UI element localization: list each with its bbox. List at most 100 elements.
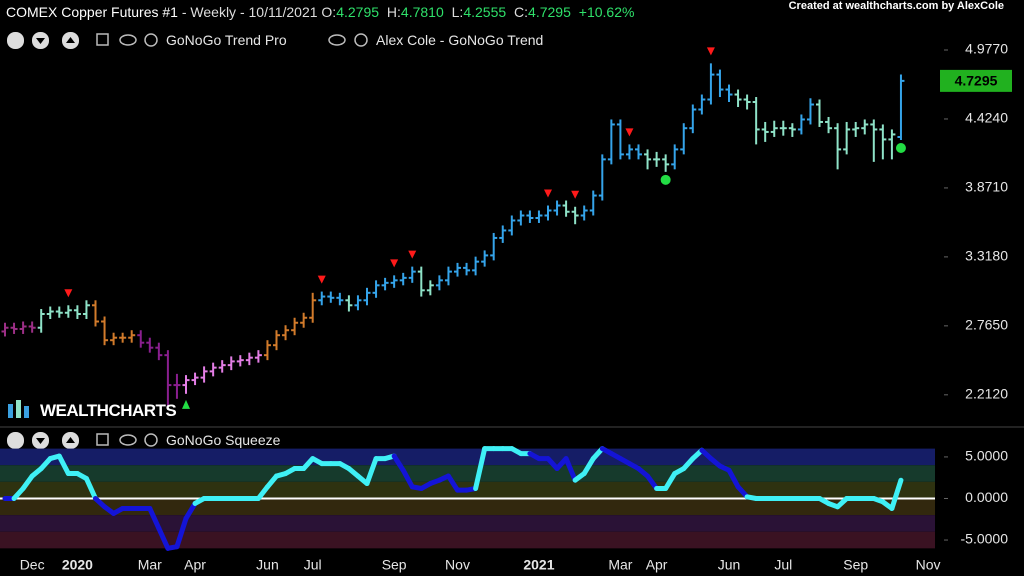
ohlc-bar — [834, 123, 842, 170]
ohlc-bar — [327, 291, 335, 303]
ohlc-bar — [318, 291, 326, 306]
ohlc-bar — [589, 190, 597, 216]
ohlc-bar — [716, 69, 724, 98]
squeeze-segment — [473, 446, 488, 492]
signal-dot — [895, 142, 906, 153]
ohlc-bar — [55, 306, 63, 318]
sell-signal — [706, 47, 715, 56]
buy-signal — [182, 399, 190, 409]
icon — [96, 433, 109, 446]
header: COMEX Copper Futures #1 - Weekly - 10/11… — [6, 4, 638, 20]
x-tick-label: Jun — [256, 557, 279, 573]
indicator-name[interactable]: Alex Cole - GoNoGo Trend — [376, 32, 544, 48]
ohlc-bar — [897, 74, 905, 140]
ohlc-bar — [191, 372, 199, 386]
ohlc-bar — [110, 332, 118, 346]
ohlc-bar — [481, 250, 489, 267]
indicator-name[interactable]: GoNoGo Squeeze — [166, 432, 281, 448]
ohlc-bar — [164, 350, 172, 407]
quote-label: O: — [321, 4, 337, 20]
y-tick-label: 4.4240 — [965, 110, 1008, 126]
decor — [0, 32, 1024, 449]
ohlc-bar — [843, 121, 851, 155]
ohlc-bar — [417, 266, 425, 297]
ohlc-bar — [345, 295, 353, 312]
x-tick-label: 2020 — [62, 557, 93, 573]
ohlc-bar — [454, 262, 461, 277]
squeeze-segment — [889, 477, 904, 511]
details: - Weekly - 10/11/2021 — [181, 4, 318, 20]
x-tick-label: Apr — [646, 557, 668, 573]
band — [0, 465, 935, 482]
sell-signal — [64, 289, 73, 298]
ohlc-bar — [562, 200, 570, 217]
ohlc-bar — [490, 232, 498, 261]
squeeze-segment — [400, 467, 415, 490]
ohlc-bar — [155, 342, 163, 361]
glyph — [36, 438, 45, 444]
ohlc-bar — [653, 151, 661, 167]
ohlc-bar — [472, 256, 480, 276]
indicator-name[interactable]: GoNoGo Trend Pro — [166, 32, 287, 48]
ohlc-bar — [273, 330, 280, 351]
ohlc-bar — [1, 322, 9, 337]
ohlc-bar — [64, 305, 72, 318]
ohlc-bar — [426, 280, 434, 296]
sell-signal — [317, 275, 326, 284]
icon — [328, 34, 346, 46]
ohlc-bar — [580, 205, 588, 221]
x-tick-label: Dec — [20, 557, 45, 573]
logo-bar — [24, 406, 29, 418]
ohlc-bar — [698, 94, 706, 115]
band — [0, 498, 935, 516]
band — [0, 448, 935, 466]
logo-bar — [8, 404, 13, 418]
icon — [119, 34, 137, 46]
ohlc-bar — [571, 206, 579, 225]
quote-label: L: — [451, 4, 464, 20]
ohlc-bar — [616, 119, 624, 160]
glyph — [66, 37, 75, 43]
ohlc-bar — [28, 321, 36, 333]
quote-value: 4.2795 — [336, 4, 380, 20]
ohlc-bar — [282, 325, 290, 341]
glyph — [66, 437, 75, 443]
ohlc-bar — [254, 350, 262, 363]
ohlc-bar — [499, 225, 507, 243]
squeeze-segment — [445, 473, 460, 493]
y-tick-label: 2.7650 — [965, 317, 1008, 333]
ohlc-bar — [236, 355, 244, 367]
ohlc-bar — [263, 340, 271, 361]
logo: WEALTHCHARTS — [40, 401, 177, 420]
ohlc-bar — [825, 116, 833, 134]
credit: Created at wealthcharts.com by AlexCole — [788, 0, 1004, 12]
ohlc-bar — [770, 120, 778, 137]
ohlc-bar — [173, 373, 181, 399]
quote-value: 4.7295 — [528, 4, 571, 20]
ohlc-bar — [381, 277, 389, 291]
y-tick-label: 3.8710 — [965, 179, 1008, 195]
ohlc-bar — [689, 104, 697, 134]
ohlc-bar — [779, 120, 787, 136]
squeeze-segment — [581, 456, 596, 477]
symbol: COMEX Copper Futures #1 — [6, 4, 178, 20]
ohlc-bar — [761, 121, 769, 142]
squeeze-segment — [364, 456, 379, 487]
icon — [7, 432, 24, 449]
ohlc-bar — [19, 321, 27, 334]
squeeze-segment — [391, 453, 406, 473]
ohlc-bar — [137, 330, 145, 348]
ohlc-bar — [598, 154, 606, 201]
ohlc-bar — [444, 266, 452, 286]
y-tick-label: 3.3180 — [965, 248, 1008, 264]
ohlc-bar — [119, 332, 127, 343]
x-tick-label: Jul — [304, 557, 322, 573]
ohlc-bar — [209, 362, 217, 377]
icon — [144, 33, 158, 47]
y-tick-label: 2.2120 — [965, 386, 1008, 402]
ohlc-bar — [309, 292, 317, 323]
quote-label: C: — [514, 4, 529, 20]
y-tick-label: -5.0000 — [961, 531, 1009, 547]
ohlc-bar — [408, 266, 416, 283]
